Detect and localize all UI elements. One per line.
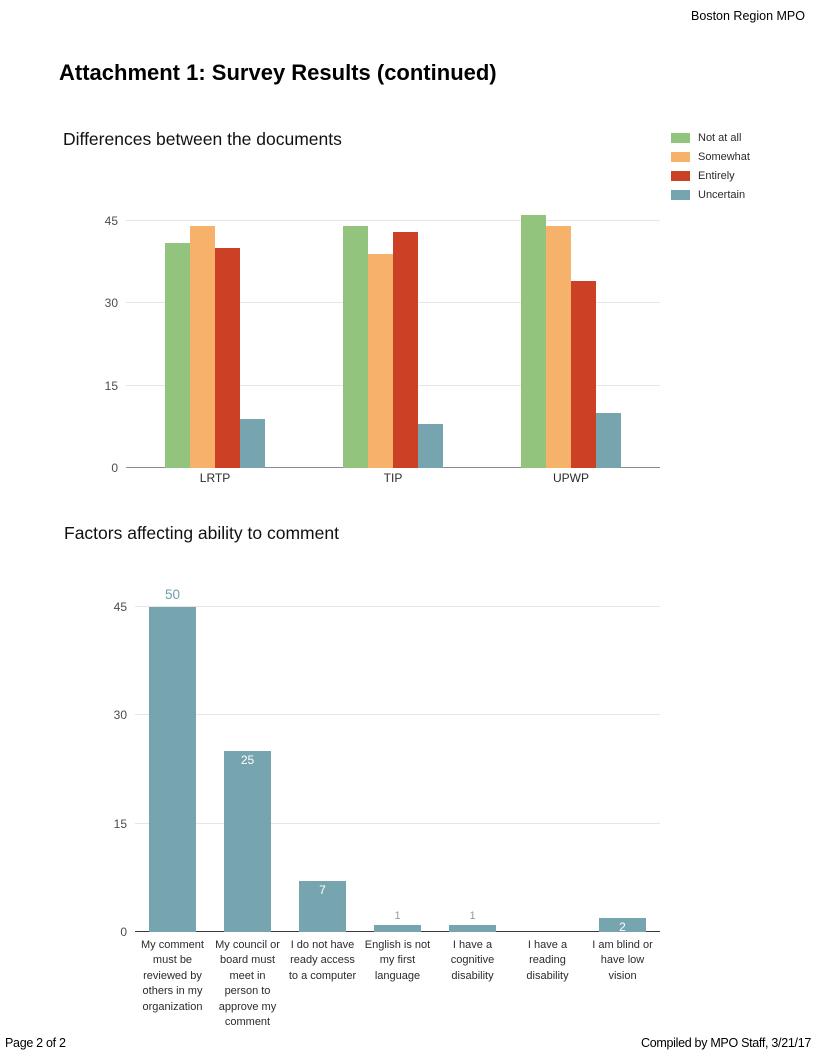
y-tick-label: 15 bbox=[104, 378, 118, 393]
legend-swatch bbox=[671, 151, 690, 162]
y-tick-label: 45 bbox=[104, 213, 118, 228]
x-axis-label: I have a cognitive disability bbox=[450, 939, 495, 982]
legend-label: Not at all bbox=[698, 131, 742, 144]
chart2-title: Factors affecting ability to comment bbox=[64, 523, 339, 543]
bar-value-label: 2 bbox=[619, 919, 626, 934]
bar-slot: 25 bbox=[210, 751, 285, 932]
bar-group-tip bbox=[304, 226, 482, 468]
gridline bbox=[126, 219, 660, 221]
bar-value-label: 1 bbox=[394, 909, 401, 922]
chart1-title: Differences between the documents bbox=[63, 129, 342, 149]
bar: 7 bbox=[299, 881, 346, 932]
gridline bbox=[135, 606, 660, 607]
legend-label: Entirely bbox=[698, 169, 735, 182]
legend-item: Somewhat bbox=[671, 150, 750, 163]
bar bbox=[165, 242, 190, 468]
y-tick-label: 0 bbox=[111, 461, 118, 475]
bar-value-label: 50 bbox=[164, 587, 181, 602]
x-axis-label: I do not have ready access to a computer bbox=[288, 939, 357, 982]
bar: 1 bbox=[449, 910, 496, 932]
bar bbox=[240, 418, 265, 468]
bar bbox=[343, 226, 368, 468]
x-axis-label: TIP bbox=[383, 471, 403, 485]
bar bbox=[418, 424, 443, 468]
bar-slot: 1 bbox=[435, 910, 510, 932]
legend-swatch bbox=[671, 132, 690, 143]
bar-slot: 2 bbox=[585, 917, 660, 934]
chart1-x-axis-labels: LRTP TIP UPWP bbox=[126, 471, 660, 485]
legend-item: Not at all bbox=[671, 131, 750, 144]
gridline bbox=[135, 714, 660, 716]
legend-label: Somewhat bbox=[698, 150, 750, 163]
y-tick-label: 30 bbox=[104, 296, 118, 310]
x-axis-label: My council or board must meet in person … bbox=[215, 939, 280, 1028]
bar-group-lrtp bbox=[126, 226, 304, 468]
x-axis-label: LRTP bbox=[199, 471, 231, 485]
x-axis-label: My comment must be reviewed by others in… bbox=[141, 939, 204, 1013]
bar: 2 bbox=[599, 917, 646, 934]
bar bbox=[596, 413, 621, 468]
x-axis-label: UPWP bbox=[553, 471, 589, 485]
legend-swatch bbox=[671, 189, 690, 200]
footer-credit: Compiled by MPO Staff, 3/21/17 bbox=[640, 1036, 811, 1050]
legend-item: Entirely bbox=[671, 169, 750, 182]
page-number: Page 2 of 2 bbox=[5, 1036, 66, 1050]
y-tick-label: 0 bbox=[120, 925, 127, 939]
bar bbox=[571, 281, 596, 468]
legend-swatch bbox=[671, 170, 690, 181]
bar-value-label: 25 bbox=[240, 753, 255, 768]
chart2-plot-area: 0 15 30 45 50 25 7 1 1 2 bbox=[114, 587, 660, 939]
chart2-bar-slots: 50 25 7 1 1 2 bbox=[135, 587, 660, 934]
x-axis-label: English is not my first language bbox=[364, 939, 431, 982]
gridline bbox=[135, 822, 660, 824]
chart1-bar-groups bbox=[126, 204, 660, 468]
page-title: Attachment 1: Survey Results (continued) bbox=[59, 60, 497, 85]
chart1-legend: Not at all Somewhat Entirely Uncertain bbox=[671, 132, 750, 208]
bar bbox=[190, 226, 215, 468]
chart2-x-axis-labels: My comment must be reviewed by others in… bbox=[135, 938, 660, 1030]
legend-label: Uncertain bbox=[698, 188, 746, 201]
page-header-text: Boston Region MPO bbox=[691, 9, 805, 23]
bar-slot: 1 bbox=[360, 910, 435, 932]
bar bbox=[393, 231, 418, 468]
y-tick-label: 15 bbox=[113, 816, 127, 831]
bar-group-upwp bbox=[482, 215, 660, 468]
bar bbox=[368, 253, 393, 468]
bar bbox=[215, 248, 240, 468]
bar: 1 bbox=[374, 910, 421, 932]
bar-value-label: 7 bbox=[319, 883, 326, 898]
x-axis-label: I am blind or have low vision bbox=[592, 939, 653, 982]
bar bbox=[521, 215, 546, 468]
bar-slot: 50 bbox=[135, 587, 210, 932]
y-tick-label: 45 bbox=[113, 600, 127, 614]
bar bbox=[546, 226, 571, 468]
chart1-plot-area: 0 15 30 45 bbox=[105, 204, 660, 475]
bar-value-label: 1 bbox=[469, 909, 476, 922]
y-tick-label: 30 bbox=[113, 708, 127, 723]
x-axis-label: I have a reading disability bbox=[526, 939, 569, 982]
bar: 25 bbox=[224, 751, 271, 932]
bar-slot: 7 bbox=[285, 881, 360, 932]
legend-item: Uncertain bbox=[671, 188, 750, 201]
bar: 50 bbox=[149, 587, 196, 932]
